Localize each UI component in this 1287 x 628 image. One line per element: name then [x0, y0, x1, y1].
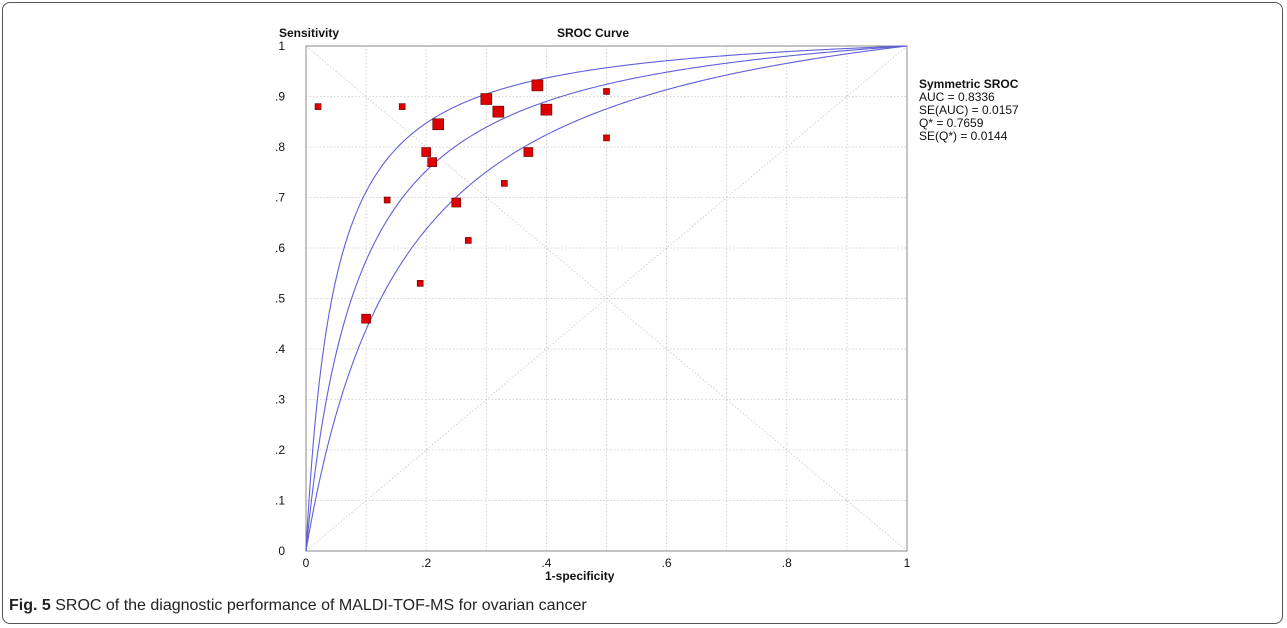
sroc-chart: 0 .2 .4 .6 .8 1 0 .1 .2 .3 .4 .5 .6 .7 .8 .9 1 Sensitiv…	[275, 26, 1019, 583]
study-point	[421, 147, 432, 157]
study-point	[432, 118, 445, 131]
diagonal-lines	[305, 45, 908, 552]
figure-caption-text: SROC of the diagnostic performance of MA…	[50, 597, 587, 614]
x-tick-label: .6	[662, 556, 672, 570]
study-point	[492, 105, 505, 118]
study-point	[451, 197, 462, 208]
study-point	[480, 93, 493, 105]
y-tick-label: .2	[275, 443, 285, 457]
x-tick-label: .4	[541, 556, 551, 570]
sroc-curves	[305, 45, 908, 552]
study-point	[501, 180, 508, 187]
study-point	[464, 237, 472, 244]
y-tick-label: .4	[275, 342, 285, 356]
plot-border	[305, 45, 908, 552]
study-point	[314, 103, 322, 110]
x-tick-label: 0	[303, 556, 310, 570]
sroc-curve-line	[305, 45, 908, 552]
y-tick-label: 0	[278, 544, 285, 558]
study-point	[398, 103, 406, 110]
legend: Symmetric SROC AUC = 0.8336 SE(AUC) = 0.…	[919, 77, 1019, 143]
y-tick-label: .9	[275, 90, 285, 104]
axes	[305, 45, 908, 552]
y-axis-label: Sensitivity	[279, 26, 339, 40]
study-point	[361, 313, 371, 324]
legend-se-q: SE(Q*) = 0.0144	[919, 129, 1008, 143]
y-tick-label: .8	[275, 140, 285, 154]
study-point	[531, 79, 544, 92]
study-point	[603, 88, 610, 95]
y-tick-label: .7	[275, 191, 285, 205]
chart-title: SROC Curve	[557, 26, 629, 40]
legend-q: Q* = 0.7659	[919, 116, 984, 130]
legend-title: Symmetric SROC	[919, 77, 1019, 91]
x-tick-labels: 0 .2 .4 .6 .8 1	[303, 556, 911, 570]
x-tick-label: 1	[904, 556, 911, 570]
y-tick-label: .6	[275, 241, 285, 255]
y-tick-labels: 0 .1 .2 .3 .4 .5 .6 .7 .8 .9 1	[275, 39, 285, 558]
y-tick-label: 1	[278, 39, 285, 53]
study-points	[314, 79, 610, 324]
y-tick-label: .3	[275, 393, 285, 407]
study-point	[540, 103, 553, 116]
legend-se-auc: SE(AUC) = 0.0157	[919, 103, 1019, 117]
legend-auc: AUC = 0.8336	[919, 90, 995, 104]
sroc-curve-line	[305, 45, 908, 552]
figure-caption: Fig. 5 SROC of the diagnostic performanc…	[9, 597, 587, 615]
x-tick-label: .8	[782, 556, 792, 570]
study-point	[427, 157, 438, 167]
figure-label: Fig. 5	[9, 597, 51, 614]
study-point	[383, 196, 391, 204]
x-tick-label: .2	[421, 556, 431, 570]
sroc-curve-line	[305, 45, 908, 552]
anti-diagonal-line	[305, 45, 908, 552]
x-axis-label: 1-specificity	[545, 569, 615, 583]
study-point	[523, 147, 534, 157]
study-point	[416, 280, 424, 287]
y-tick-label: .1	[275, 494, 285, 508]
study-point	[603, 134, 610, 142]
y-tick-label: .5	[275, 292, 285, 306]
